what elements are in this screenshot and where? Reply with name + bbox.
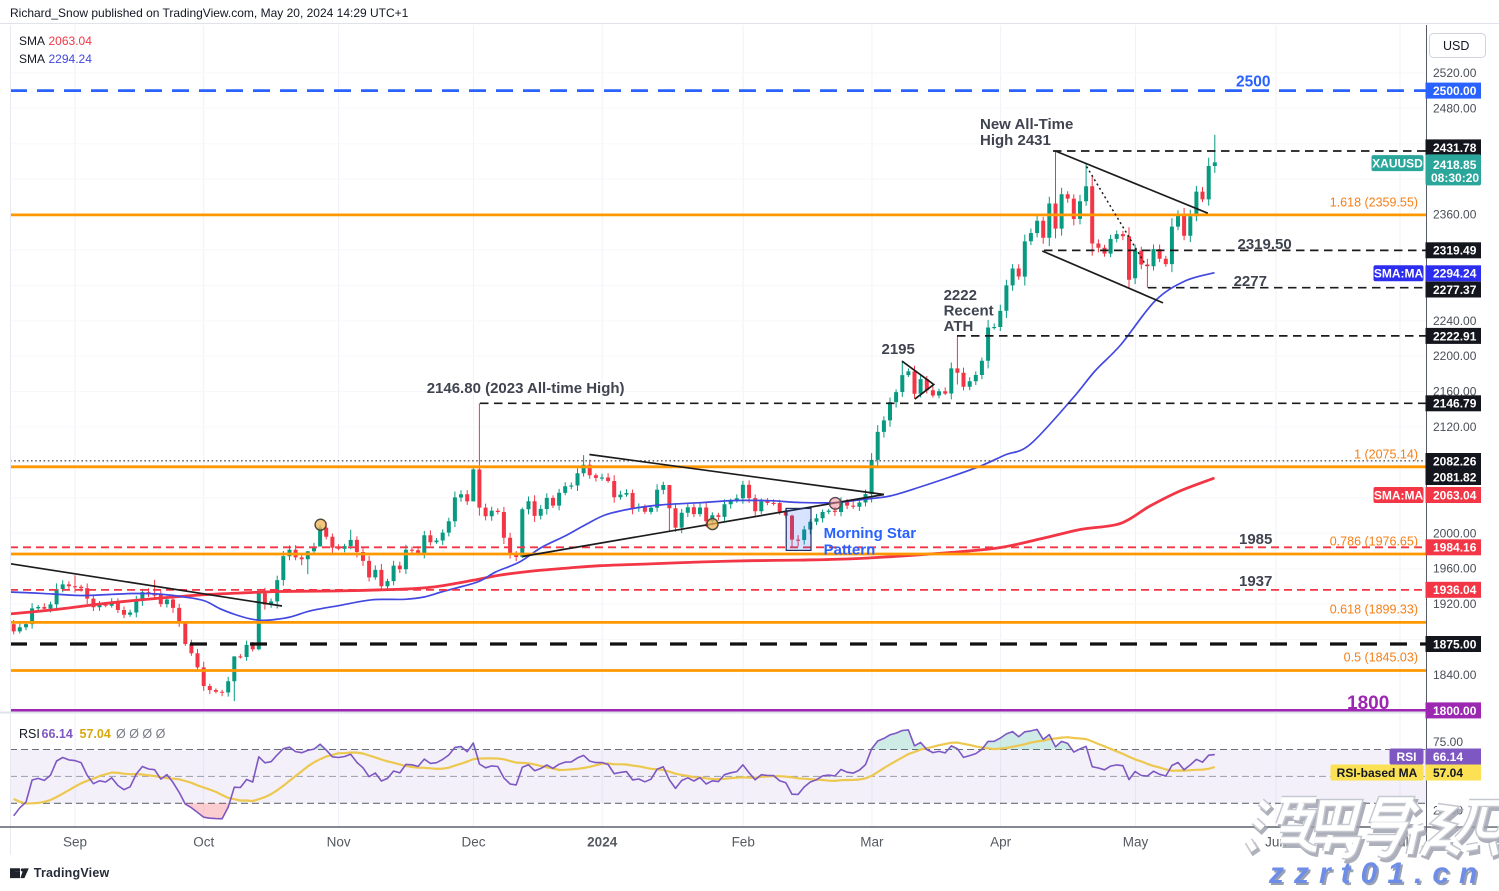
- svg-text:2024: 2024: [587, 835, 618, 850]
- svg-text:2240.00: 2240.00: [1433, 314, 1477, 328]
- svg-text:1840.00: 1840.00: [1433, 668, 1477, 682]
- svg-text:zzrt01.cn: zzrt01.cn: [1268, 857, 1487, 890]
- svg-text:Mar: Mar: [860, 835, 884, 850]
- svg-text:2319.50: 2319.50: [1238, 236, 1292, 253]
- svg-text:Recent: Recent: [944, 303, 994, 320]
- svg-text:2146.79: 2146.79: [1433, 397, 1477, 411]
- svg-text:2520.00: 2520.00: [1433, 66, 1477, 80]
- svg-text:2195: 2195: [882, 341, 915, 358]
- svg-text:2222.91: 2222.91: [1433, 329, 1477, 343]
- svg-text:2500: 2500: [1236, 74, 1270, 91]
- svg-text:Nov: Nov: [327, 835, 351, 850]
- svg-text:66.14: 66.14: [42, 727, 73, 741]
- svg-text:ATH: ATH: [944, 318, 974, 335]
- svg-text:Oct: Oct: [193, 835, 214, 850]
- svg-text:2294.24: 2294.24: [49, 52, 93, 66]
- svg-text:1800: 1800: [1347, 693, 1389, 714]
- svg-text:May: May: [1123, 835, 1149, 850]
- svg-text:Apr: Apr: [990, 835, 1012, 850]
- svg-text:RSI-based MA: RSI-based MA: [1337, 766, 1418, 780]
- svg-text:2277.37: 2277.37: [1433, 283, 1477, 297]
- svg-text:New All-Time: New All-Time: [980, 116, 1073, 133]
- svg-text:SMA:MA: SMA:MA: [1374, 488, 1424, 502]
- svg-text:2200.00: 2200.00: [1433, 349, 1477, 363]
- svg-text:XAUUSD: XAUUSD: [1372, 157, 1423, 171]
- svg-text:High 2431: High 2431: [980, 132, 1051, 149]
- svg-text:Sep: Sep: [63, 835, 87, 850]
- svg-text:1920.00: 1920.00: [1433, 597, 1477, 611]
- svg-text:Richard_Snow published on Trad: Richard_Snow published on TradingView.co…: [10, 6, 409, 20]
- svg-text:1960.00: 1960.00: [1433, 562, 1477, 576]
- svg-text:1984.16: 1984.16: [1433, 541, 1477, 555]
- svg-text:Feb: Feb: [732, 835, 755, 850]
- svg-text:1985: 1985: [1239, 531, 1272, 548]
- svg-text:75.00: 75.00: [1433, 735, 1463, 749]
- svg-text:SMA: SMA: [19, 34, 45, 48]
- svg-text:2360.00: 2360.00: [1433, 208, 1477, 222]
- svg-text:0.5 (1845.03): 0.5 (1845.03): [1344, 651, 1418, 665]
- svg-text:1800.00: 1800.00: [1433, 704, 1477, 718]
- svg-text:2063.04: 2063.04: [49, 34, 93, 48]
- svg-text:2319.49: 2319.49: [1433, 244, 1477, 258]
- svg-text:2120.00: 2120.00: [1433, 420, 1477, 434]
- svg-text:SMA: SMA: [19, 52, 45, 66]
- svg-text:2277: 2277: [1234, 273, 1267, 290]
- svg-text:08:30:20: 08:30:20: [1431, 171, 1479, 185]
- svg-text:1.618 (2359.55): 1.618 (2359.55): [1330, 196, 1418, 210]
- svg-text:1936.04: 1936.04: [1433, 583, 1477, 597]
- svg-text:1 (2075.14): 1 (2075.14): [1354, 448, 1418, 462]
- svg-text:2222: 2222: [944, 287, 977, 304]
- svg-text:Pattern: Pattern: [824, 542, 876, 559]
- svg-text:RSI: RSI: [1396, 750, 1416, 764]
- svg-text:1937: 1937: [1239, 573, 1272, 590]
- svg-text:2082.26: 2082.26: [1433, 454, 1477, 468]
- svg-text:SMA:MA: SMA:MA: [1374, 267, 1424, 281]
- svg-text:2418.85: 2418.85: [1433, 158, 1477, 172]
- svg-text:57.04: 57.04: [80, 727, 111, 741]
- svg-text:2294.24: 2294.24: [1433, 267, 1477, 281]
- svg-text:1875.00: 1875.00: [1433, 637, 1477, 651]
- svg-text:RSI: RSI: [19, 727, 40, 741]
- svg-text:USD: USD: [1443, 39, 1469, 53]
- svg-text:0.618 (1899.33): 0.618 (1899.33): [1330, 603, 1418, 617]
- svg-text:Ø Ø Ø Ø: Ø Ø Ø Ø: [116, 727, 166, 741]
- svg-text:TradingView: TradingView: [34, 866, 110, 880]
- svg-text:2063.04: 2063.04: [1433, 488, 1477, 502]
- svg-text:2160.00: 2160.00: [1433, 385, 1477, 399]
- svg-text:zzrt01.cn: zzrt01.cn: [1270, 859, 1489, 891]
- svg-text:2146.80 (2023 All-time High): 2146.80 (2023 All-time High): [427, 380, 625, 397]
- svg-text:57.04: 57.04: [1433, 766, 1463, 780]
- svg-text:Dec: Dec: [461, 835, 485, 850]
- svg-text:2081.82: 2081.82: [1433, 470, 1477, 484]
- svg-text:2480.00: 2480.00: [1433, 101, 1477, 115]
- svg-text:2431.78: 2431.78: [1433, 141, 1477, 155]
- svg-text:66.14: 66.14: [1433, 750, 1463, 764]
- svg-text:0.786 (1976.65): 0.786 (1976.65): [1330, 535, 1418, 549]
- svg-text:2500.00: 2500.00: [1433, 84, 1477, 98]
- svg-text:Morning Star: Morning Star: [824, 525, 917, 542]
- svg-text:2000.00: 2000.00: [1433, 526, 1477, 540]
